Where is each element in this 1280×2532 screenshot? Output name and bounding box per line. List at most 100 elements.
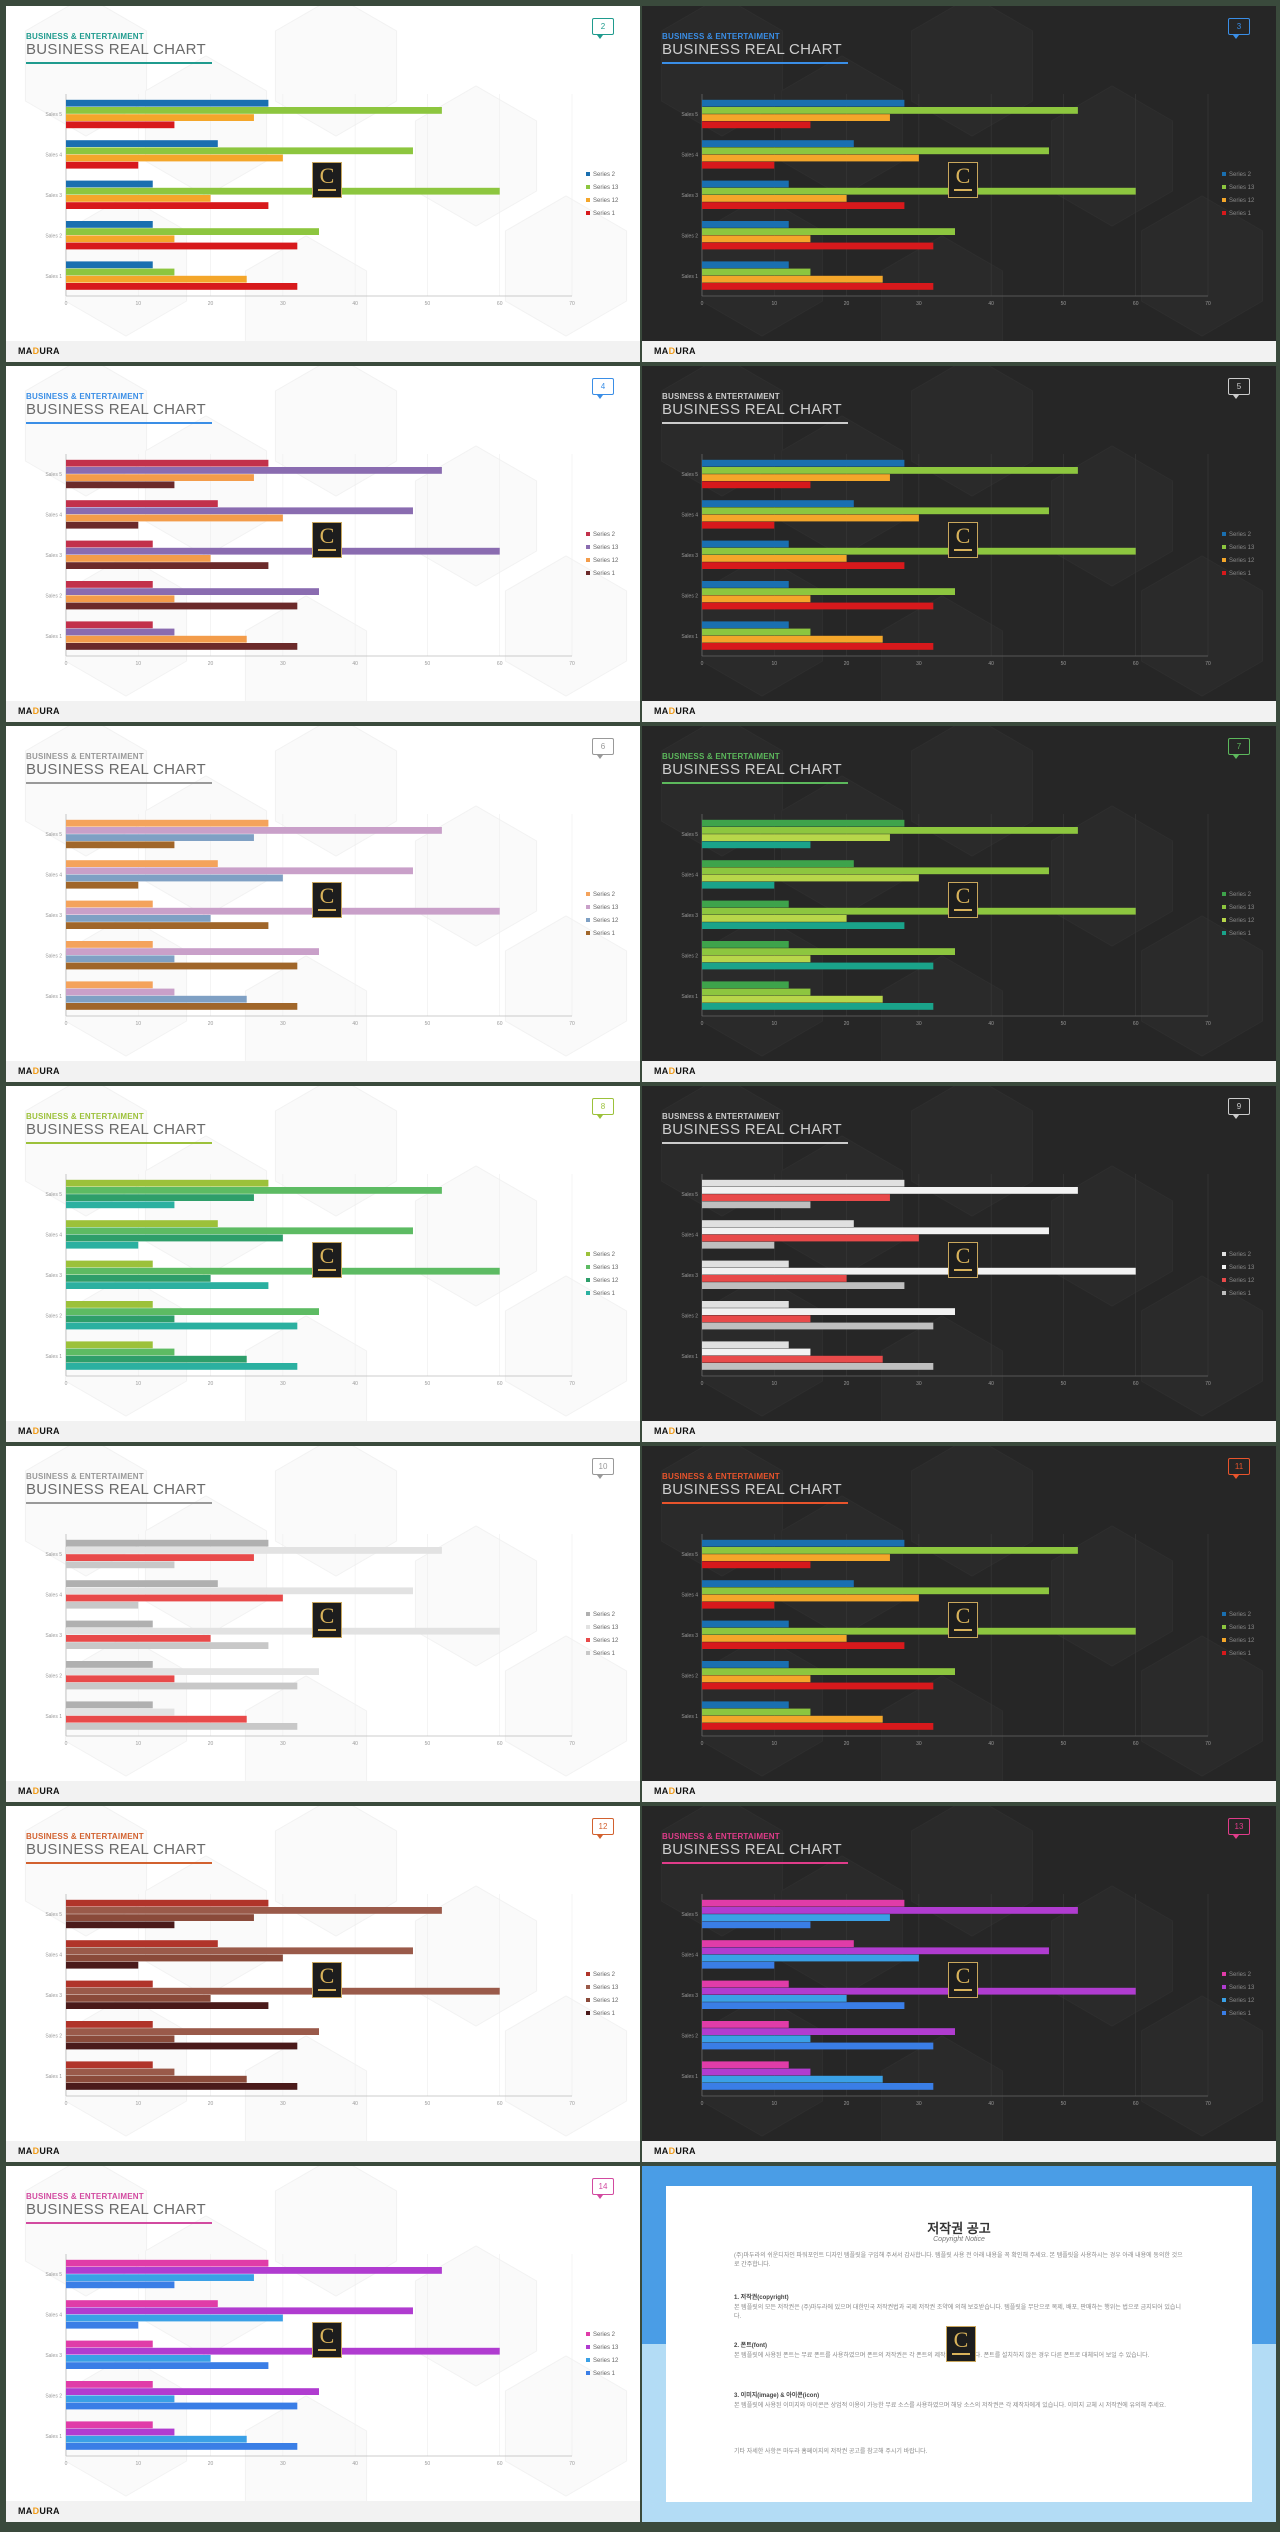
legend-label: Series 13 [593, 2345, 619, 2351]
copyright-notice-slide[interactable]: 저작권 공고 Copyright Notice (주)마두라의 쉬운디자인 파워… [642, 2166, 1276, 2522]
legend-swatch [586, 918, 590, 923]
bar-series-12-sales-3 [66, 915, 211, 922]
x-tick-label: 40 [988, 1381, 994, 1387]
x-tick-label: 0 [65, 1741, 68, 1747]
legend-label: Series 12 [1229, 198, 1255, 204]
y-category-label: Sales 2 [45, 2393, 62, 2399]
y-category-label: Sales 2 [45, 2033, 62, 2039]
bar-series-12-sales-1 [702, 2075, 883, 2083]
bar-series-12-sales-2 [702, 1675, 811, 1683]
x-tick-label: 40 [352, 1021, 358, 1027]
notice-paragraph: (주)마두라의 쉬운디자인 파워포인트 디자인 템플릿을 구입해 주셔서 감사합… [734, 2253, 1183, 2268]
brand-logo: MADURA [654, 1426, 696, 1436]
y-category-label: Sales 5 [45, 112, 62, 118]
legend-swatch [586, 1278, 590, 1283]
legend-item: Series 13 [586, 1625, 618, 1631]
legend-label: Series 2 [593, 1252, 616, 1258]
slide-7[interactable]: BUSINESS & ENTERTAIMENT BUSINESS REAL CH… [642, 726, 1276, 1082]
y-category-label: Sales 5 [45, 472, 62, 478]
bar-series-13-sales-2 [702, 588, 955, 595]
legend-label: Series 12 [593, 198, 619, 204]
slide-4[interactable]: BUSINESS & ENTERTAIMENT BUSINESS REAL CH… [6, 366, 640, 722]
bar-series-2-sales-1 [702, 2061, 789, 2069]
x-tick-label: 40 [988, 1741, 994, 1747]
bar-series-1-sales-2 [702, 2042, 934, 2050]
legend-item: Series 13 [1222, 545, 1254, 551]
x-tick-label: 70 [569, 661, 575, 667]
slide-9[interactable]: BUSINESS & ENTERTAIMENT BUSINESS REAL CH… [642, 1086, 1276, 1442]
slide-5[interactable]: BUSINESS & ENTERTAIMENT BUSINESS REAL CH… [642, 366, 1276, 722]
bar-series-13-sales-2 [702, 228, 955, 235]
legend-swatch [586, 1291, 590, 1296]
bar-series-2-sales-1 [66, 2421, 153, 2429]
y-category-label: Sales 4 [45, 2313, 62, 2319]
legend-item: Series 2 [1222, 892, 1251, 898]
notice-section-heading: 1. 저작권(copyright) [734, 2295, 789, 2301]
slide-6[interactable]: BUSINESS & ENTERTAIMENT BUSINESS REAL CH… [6, 726, 640, 1082]
slide-13[interactable]: BUSINESS & ENTERTAIMENT BUSINESS REAL CH… [642, 1806, 1276, 2162]
y-category-label: Sales 2 [681, 1313, 698, 1319]
x-tick-label: 40 [988, 2101, 994, 2107]
legend-swatch [1222, 571, 1226, 576]
bar-series-12-sales-4 [66, 514, 283, 522]
bar-series-13-sales-1 [702, 1348, 811, 1356]
bar-series-13-sales-2 [702, 948, 955, 955]
bar-series-1-sales-3 [66, 2002, 269, 2009]
bar-series-2-sales-5 [702, 99, 905, 107]
slide-2[interactable]: BUSINESS & ENTERTAIMENT BUSINESS REAL CH… [6, 6, 640, 362]
x-tick-label: 0 [701, 1741, 704, 1747]
bar-series-1-sales-4 [66, 881, 139, 889]
legend-label: Series 2 [593, 1972, 616, 1978]
bar-series-12-sales-3 [702, 915, 847, 922]
slide-number-badge: 7 [1228, 738, 1250, 759]
x-tick-label: 0 [701, 301, 704, 307]
legend-item: Series 13 [586, 185, 618, 191]
slide-3[interactable]: BUSINESS & ENTERTAIMENT BUSINESS REAL CH… [642, 6, 1276, 362]
legend-item: Series 1 [1222, 931, 1251, 937]
slide-category: BUSINESS & ENTERTAIMENT [26, 1832, 144, 1841]
x-tick-label: 20 [208, 1021, 214, 1027]
bar-series-12-sales-4 [702, 154, 919, 162]
bar-series-13-sales-2 [702, 2028, 955, 2035]
legend-swatch [586, 2345, 590, 2350]
legend-swatch [586, 185, 590, 190]
bar-series-12-sales-3 [66, 2355, 211, 2362]
legend-swatch [1222, 545, 1226, 550]
y-category-label: Sales 3 [681, 1273, 698, 1279]
legend-item: Series 1 [586, 2371, 615, 2377]
x-tick-label: 50 [1061, 1381, 1067, 1387]
x-tick-label: 60 [1133, 2101, 1139, 2107]
brand-logo: MADURA [654, 346, 696, 356]
x-tick-label: 30 [280, 661, 286, 667]
legend-label: Series 1 [1229, 571, 1252, 577]
bar-series-2-sales-2 [66, 581, 153, 588]
bar-series-13-sales-5 [66, 827, 442, 834]
legend-label: Series 1 [1229, 2011, 1252, 2017]
bar-series-12-sales-3 [702, 1995, 847, 2002]
legend-label: Series 13 [593, 185, 619, 191]
legend-label: Series 12 [1229, 558, 1255, 564]
legend-label: Series 13 [1229, 1625, 1255, 1631]
slide-12[interactable]: BUSINESS & ENTERTAIMENT BUSINESS REAL CH… [6, 1806, 640, 2162]
bar-series-12-sales-1 [702, 1715, 883, 1723]
bar-series-1-sales-4 [702, 881, 775, 889]
x-tick-label: 20 [844, 301, 850, 307]
legend-swatch [1222, 931, 1226, 936]
bar-series-2-sales-5 [66, 1899, 269, 1907]
bar-series-13-sales-2 [66, 228, 319, 235]
legend-swatch [586, 172, 590, 177]
brand-logo: MADURA [654, 706, 696, 716]
bar-series-1-sales-5 [66, 1921, 175, 1929]
legend-label: Series 1 [593, 571, 616, 577]
bar-series-13-sales-5 [66, 2267, 442, 2274]
slide-8[interactable]: BUSINESS & ENTERTAIMENT BUSINESS REAL CH… [6, 1086, 640, 1442]
bar-series-2-sales-5 [702, 459, 905, 467]
y-category-label: Sales 4 [681, 873, 698, 879]
bar-series-13-sales-2 [702, 1668, 955, 1675]
slide-10[interactable]: BUSINESS & ENTERTAIMENT BUSINESS REAL CH… [6, 1446, 640, 1802]
x-tick-label: 60 [497, 2101, 503, 2107]
slide-11[interactable]: BUSINESS & ENTERTAIMENT BUSINESS REAL CH… [642, 1446, 1276, 1802]
slide-14[interactable]: BUSINESS & ENTERTAIMENT BUSINESS REAL CH… [6, 2166, 640, 2522]
bar-series-13-sales-2 [66, 2388, 319, 2395]
legend-item: Series 2 [1222, 1612, 1251, 1618]
